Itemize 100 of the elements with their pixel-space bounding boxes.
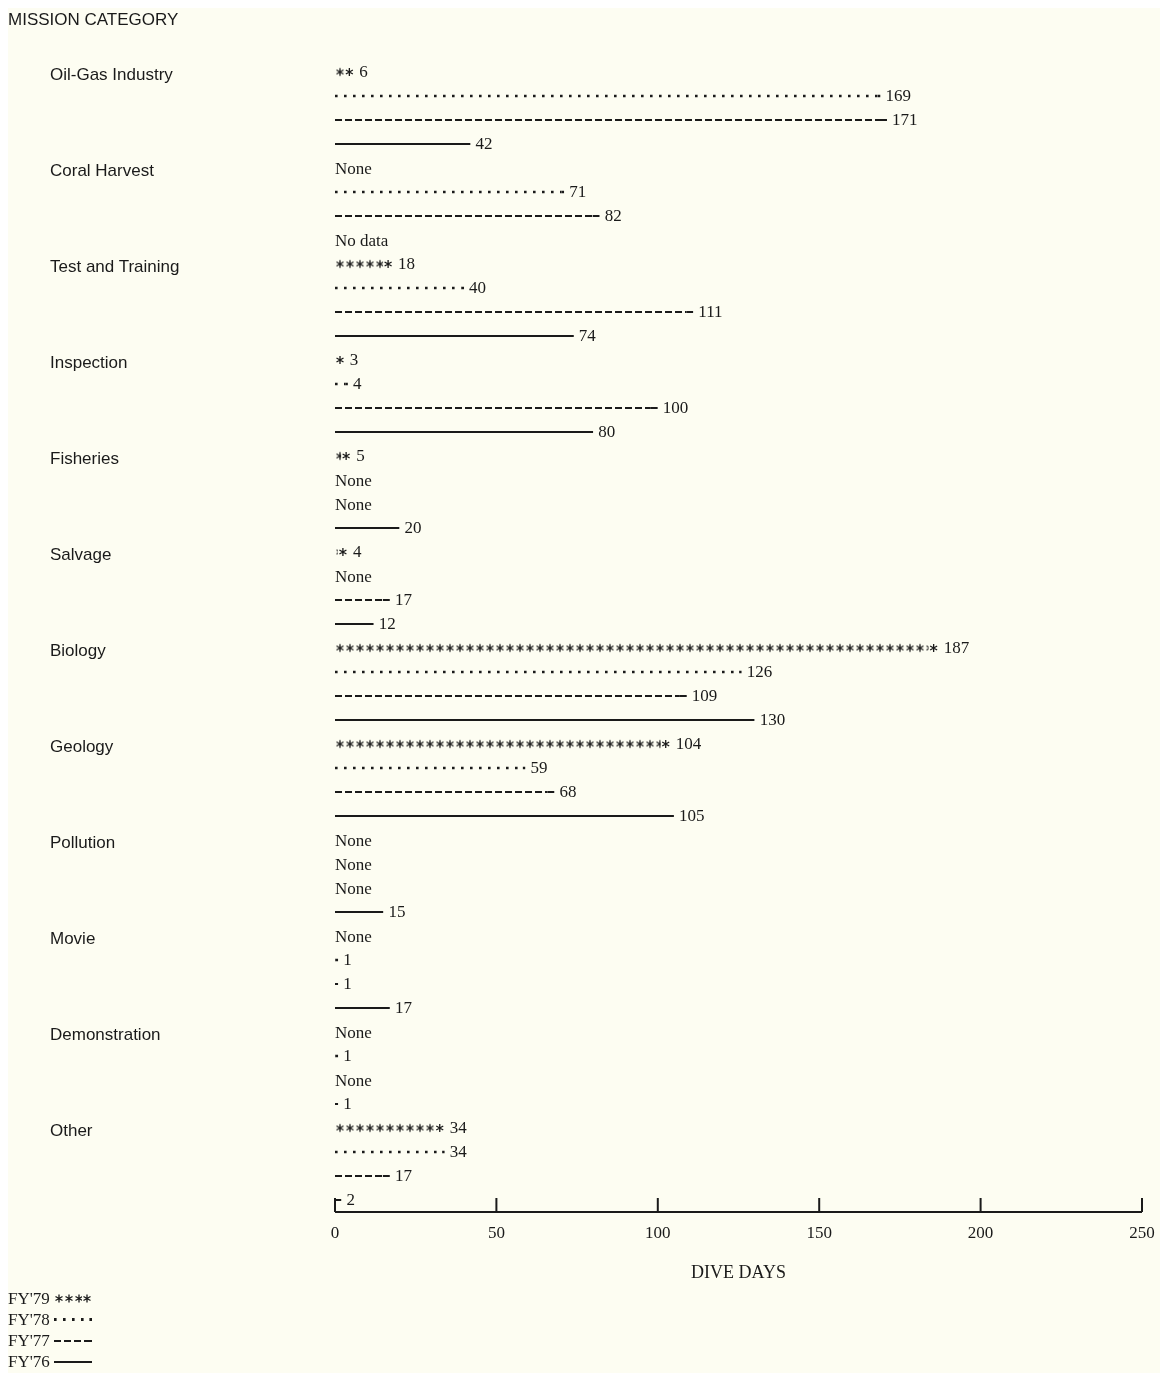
y-tick-label: Biology bbox=[50, 641, 107, 660]
data-label: 3 bbox=[349, 350, 359, 369]
data-label: 82 bbox=[604, 206, 622, 225]
bar bbox=[335, 1007, 390, 1009]
bar bbox=[335, 983, 339, 985]
bar bbox=[335, 695, 687, 697]
bar bbox=[335, 547, 348, 557]
data-label: 1 bbox=[343, 1046, 352, 1065]
data-label: 1 bbox=[343, 974, 352, 993]
data-label: 171 bbox=[891, 110, 918, 129]
text: None bbox=[335, 1023, 372, 1042]
data-label: 104 bbox=[675, 734, 702, 753]
bar bbox=[335, 143, 471, 145]
y-tick-label: Test and Training bbox=[50, 257, 180, 276]
bar bbox=[335, 1123, 445, 1133]
text: No data bbox=[335, 231, 389, 250]
bar bbox=[335, 719, 755, 721]
bar bbox=[335, 815, 674, 817]
bar bbox=[335, 1150, 445, 1154]
y-tick-label: Salvage bbox=[50, 545, 112, 564]
bar bbox=[335, 355, 345, 365]
bar bbox=[335, 451, 352, 461]
data-label: 2 bbox=[346, 1190, 355, 1209]
data-label: 1 bbox=[343, 1094, 352, 1113]
bar bbox=[335, 643, 939, 653]
y-tick-label: Other bbox=[50, 1121, 93, 1140]
data-label: 100 bbox=[662, 398, 689, 417]
bar bbox=[335, 599, 390, 601]
data-label: 130 bbox=[759, 710, 786, 729]
data-label: 111 bbox=[698, 302, 723, 321]
bar bbox=[335, 67, 355, 77]
x-tick-label: 150 bbox=[806, 1223, 832, 1242]
bar bbox=[335, 791, 555, 793]
y-tick-label: Coral Harvest bbox=[50, 161, 155, 180]
data-label: 34 bbox=[449, 1142, 468, 1161]
data-label: 17 bbox=[394, 998, 413, 1017]
legend-label: FY'79 bbox=[8, 1288, 50, 1309]
data-label: 42 bbox=[475, 134, 493, 153]
bar bbox=[335, 407, 658, 409]
text: None bbox=[335, 855, 372, 874]
x-tick-label: 0 bbox=[330, 1223, 340, 1242]
text: None bbox=[335, 1071, 372, 1090]
bar bbox=[335, 623, 374, 625]
data-label: 5 bbox=[356, 446, 365, 465]
data-label: 68 bbox=[559, 782, 577, 801]
data-label: 15 bbox=[388, 902, 406, 921]
x-tick-label: 200 bbox=[967, 1223, 994, 1242]
bar bbox=[335, 190, 565, 194]
data-label: 80 bbox=[598, 422, 616, 441]
legend-label: FY'76 bbox=[8, 1351, 50, 1372]
data-label: 59 bbox=[530, 758, 548, 777]
y-tick-label: Inspection bbox=[50, 353, 128, 372]
data-label: 4 bbox=[352, 542, 362, 561]
y-tick-label: Demonstration bbox=[50, 1025, 161, 1044]
data-label: 18 bbox=[398, 254, 416, 273]
data-label: 126 bbox=[746, 662, 773, 681]
text: None bbox=[335, 471, 372, 490]
data-label: 20 bbox=[404, 518, 422, 537]
data-label: 169 bbox=[885, 86, 912, 105]
bar bbox=[335, 311, 694, 313]
data-label: 71 bbox=[569, 182, 587, 201]
x-tick-label: 50 bbox=[487, 1223, 505, 1242]
y-tick-label: Movie bbox=[50, 929, 96, 948]
text: None bbox=[335, 495, 372, 514]
y-tick-label: Pollution bbox=[50, 833, 116, 852]
bar bbox=[335, 119, 887, 121]
legend-label: FY'78 bbox=[8, 1309, 50, 1330]
data-label: 17 bbox=[394, 590, 413, 609]
bar bbox=[335, 1103, 339, 1105]
data-label: 187 bbox=[943, 638, 970, 657]
text: None bbox=[335, 831, 372, 850]
bar bbox=[335, 286, 465, 290]
bar bbox=[335, 1054, 339, 1058]
text: None bbox=[335, 879, 372, 898]
data-label: 1 bbox=[343, 950, 352, 969]
data-label: 34 bbox=[449, 1118, 468, 1137]
bar bbox=[335, 382, 348, 386]
data-label: 17 bbox=[394, 1166, 413, 1185]
bar bbox=[335, 1175, 390, 1177]
x-tick-label: 250 bbox=[1129, 1223, 1155, 1242]
data-label: 105 bbox=[678, 806, 705, 825]
data-label: 12 bbox=[378, 614, 396, 633]
data-label: 40 bbox=[469, 278, 487, 297]
legend-label: FY'77 bbox=[8, 1330, 50, 1351]
y-axis-title: MISSION CATEGORY bbox=[8, 10, 179, 30]
bar bbox=[335, 527, 400, 529]
bar bbox=[335, 94, 881, 98]
bar bbox=[335, 958, 339, 962]
bar bbox=[335, 911, 384, 913]
y-tick-label: Oil-Gas Industry bbox=[50, 65, 174, 84]
y-tick-label: Fisheries bbox=[50, 449, 119, 468]
bar bbox=[335, 431, 594, 433]
y-tick-label: Geology bbox=[50, 737, 114, 756]
bar bbox=[335, 259, 394, 269]
bar bbox=[335, 670, 742, 674]
data-label: 109 bbox=[691, 686, 718, 705]
bar bbox=[335, 739, 671, 749]
data-label: 6 bbox=[359, 62, 368, 81]
bar bbox=[335, 766, 526, 770]
bar bbox=[335, 215, 600, 217]
